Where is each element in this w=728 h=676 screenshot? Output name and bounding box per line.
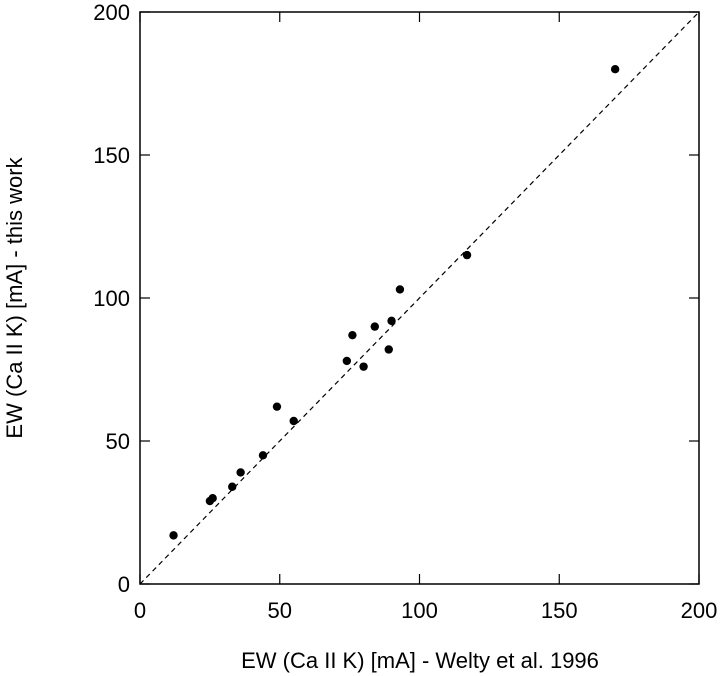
y-tick-label: 150 <box>93 143 130 168</box>
data-point <box>342 356 352 366</box>
x-tick-label: 150 <box>541 598 578 623</box>
data-point <box>395 285 405 294</box>
data-point <box>208 494 217 503</box>
y-tick-label: 200 <box>93 0 130 25</box>
data-point <box>384 345 393 354</box>
y-tick-label: 0 <box>118 572 130 597</box>
data-point <box>258 451 268 460</box>
x-axis-ticks: 0 50 100 150 200 <box>134 12 717 623</box>
x-tick-label: 100 <box>401 598 438 623</box>
y-axis-label: EW (Ca II K) [mA] - this work <box>2 156 27 438</box>
x-tick-label: 0 <box>134 598 146 623</box>
data-point <box>359 362 368 371</box>
data-point <box>370 322 379 331</box>
data-point <box>228 482 237 491</box>
x-tick-label: 200 <box>681 598 718 623</box>
y-tick-label: 100 <box>93 286 130 311</box>
data-point <box>169 531 178 540</box>
data-points <box>169 65 620 540</box>
data-point <box>289 416 298 426</box>
data-point <box>348 330 357 340</box>
x-axis-label: EW (Ca II K) [mA] - Welty et al. 1996 <box>241 648 599 673</box>
data-point <box>236 468 245 477</box>
x-tick-label: 50 <box>268 598 292 623</box>
data-point <box>610 65 620 74</box>
data-point <box>462 250 472 260</box>
data-point <box>272 402 282 411</box>
y-axis-ticks: 0 50 100 150 200 <box>93 0 699 597</box>
data-point <box>387 316 396 326</box>
identity-reference-line <box>139 11 700 585</box>
y-tick-label: 50 <box>106 429 130 454</box>
